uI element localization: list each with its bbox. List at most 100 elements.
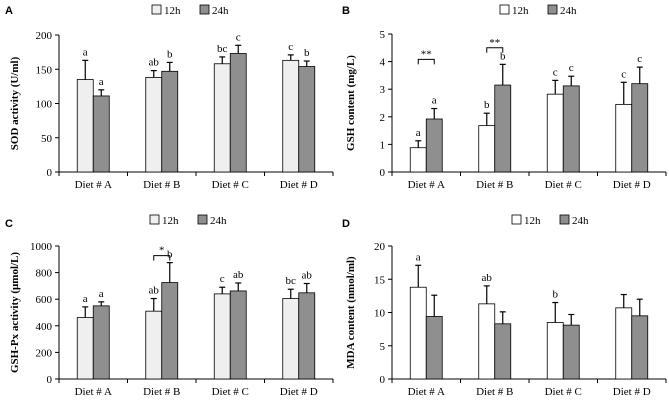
significance-letter: bc bbox=[286, 275, 297, 287]
bar-12h bbox=[213, 293, 231, 380]
significance-letter: c bbox=[236, 31, 241, 43]
bar-24h bbox=[298, 292, 316, 380]
significance-letter: ab bbox=[149, 285, 160, 297]
bar-12h bbox=[76, 79, 94, 173]
legend-swatch-12h bbox=[511, 214, 522, 225]
bracket-line bbox=[417, 58, 435, 65]
bar-12h bbox=[615, 103, 633, 173]
bar-12h bbox=[213, 63, 231, 173]
legend-label-12h: 12h bbox=[512, 5, 529, 17]
y-tick-label: 0 bbox=[47, 167, 53, 179]
y-tick-label: 5 bbox=[380, 29, 386, 41]
legend-label-24h: 24h bbox=[572, 215, 589, 227]
bar-24h bbox=[298, 66, 316, 173]
x-tick-label: Diet # C bbox=[545, 179, 582, 191]
legend-label-12h: 12h bbox=[162, 215, 179, 227]
bar-24h bbox=[425, 118, 443, 173]
panel-letter: A bbox=[5, 5, 13, 17]
legend-swatch-12h bbox=[499, 4, 510, 15]
y-tick-label: 5 bbox=[380, 341, 386, 353]
bar-24h bbox=[92, 95, 110, 173]
bar-24h bbox=[494, 323, 512, 380]
legend: 12h 24h bbox=[499, 4, 577, 17]
bar-12h bbox=[145, 77, 163, 173]
y-tick-label: 20 bbox=[374, 241, 386, 253]
x-tick-label: Diet # A bbox=[408, 386, 445, 398]
x-tick-label: Diet # C bbox=[212, 179, 249, 191]
bar-12h bbox=[546, 322, 564, 380]
legend: 12h 24h bbox=[511, 214, 589, 227]
x-tick-label: Diet # B bbox=[476, 179, 513, 191]
x-tick-label: Diet # B bbox=[143, 179, 180, 191]
bar-24h bbox=[494, 84, 512, 173]
bar-12h bbox=[282, 59, 300, 173]
y-tick-label: 10 bbox=[374, 308, 386, 320]
significance-letter: b bbox=[167, 48, 173, 60]
significance-letter: b bbox=[484, 99, 490, 111]
significance-letter: bc bbox=[217, 43, 228, 55]
panel-letter: D bbox=[342, 218, 350, 230]
y-axis-label: MDA content (nmol/ml) bbox=[345, 256, 357, 369]
significance-letter: a bbox=[432, 95, 437, 107]
legend-label-24h: 24h bbox=[560, 5, 577, 17]
x-tick-label: Diet # D bbox=[613, 179, 651, 191]
x-tick-label: Diet # A bbox=[75, 386, 112, 398]
significance-letter: a bbox=[83, 46, 88, 58]
x-tick-label: Diet # B bbox=[143, 386, 180, 398]
y-tick-label: 2 bbox=[380, 112, 386, 124]
significance-letter: c bbox=[569, 62, 574, 74]
legend-swatch-24h bbox=[547, 4, 558, 15]
bracket-label: ** bbox=[421, 48, 432, 60]
panel-b: B 12h 24h GSH content (mg/L) 0 1 2 3 4 5 Diet # A a… bbox=[342, 4, 667, 191]
legend-swatch-24h bbox=[199, 4, 210, 15]
x-tick-label: Diet # D bbox=[613, 386, 651, 398]
legend-label-12h: 12h bbox=[524, 215, 541, 227]
y-tick-label: 1 bbox=[380, 139, 386, 151]
significance-letter: c bbox=[621, 68, 626, 80]
bar-12h bbox=[478, 125, 496, 173]
significance-letter: ab bbox=[149, 57, 160, 69]
bar-24h bbox=[631, 83, 649, 173]
bar-24h bbox=[562, 324, 580, 380]
y-tick-label: 1000 bbox=[30, 241, 53, 253]
significance-bracket: ** bbox=[486, 37, 504, 53]
legend-swatch-12h bbox=[149, 214, 160, 225]
y-tick-label: 0 bbox=[47, 374, 53, 386]
significance-bracket: ** bbox=[417, 48, 435, 65]
bar-24h bbox=[161, 70, 179, 173]
bar-12h bbox=[546, 93, 564, 173]
y-tick-label: 15 bbox=[374, 274, 386, 286]
bar-12h bbox=[478, 303, 496, 380]
y-tick-label: 50 bbox=[41, 133, 53, 145]
panel-letter: B bbox=[342, 5, 350, 17]
bar-12h bbox=[76, 317, 94, 380]
x-tick-label: Diet # A bbox=[75, 179, 112, 191]
significance-letter: a bbox=[99, 76, 104, 88]
x-tick-label: Diet # A bbox=[408, 179, 445, 191]
y-tick-label: 150 bbox=[36, 64, 53, 76]
x-tick-label: Diet # C bbox=[212, 386, 249, 398]
y-tick-label: 0 bbox=[380, 167, 386, 179]
y-tick-label: 0 bbox=[380, 374, 386, 386]
panel-c: C 12h 24h GSH-Px activity (μmol/L) 0 200 400 60… bbox=[5, 214, 334, 398]
legend-swatch-12h bbox=[151, 4, 162, 15]
significance-letter: a bbox=[99, 288, 104, 300]
significance-letter: b bbox=[167, 249, 173, 261]
y-axis-label: SOD activity (U/ml) bbox=[9, 56, 21, 150]
y-tick-label: 600 bbox=[36, 294, 53, 306]
y-tick-label: 800 bbox=[36, 268, 53, 280]
significance-bracket: * bbox=[153, 245, 171, 261]
significance-letter: ab bbox=[482, 272, 493, 284]
legend-label-24h: 24h bbox=[210, 215, 227, 227]
bracket-line bbox=[486, 47, 504, 53]
bar-12h bbox=[145, 310, 163, 380]
y-tick-label: 400 bbox=[36, 321, 53, 333]
y-axis-label: GSH content (mg/L) bbox=[345, 55, 357, 151]
bar-24h bbox=[92, 305, 110, 380]
bracket-label: ** bbox=[489, 37, 500, 49]
bracket-label: * bbox=[159, 245, 165, 257]
significance-letter: a bbox=[83, 293, 88, 305]
x-tick-label: Diet # C bbox=[545, 386, 582, 398]
legend: 12h 24h bbox=[149, 214, 227, 227]
panel-d: D 12h 24h MDA content (nmol/ml) 0 5 10 15 20 Diet… bbox=[342, 214, 667, 398]
